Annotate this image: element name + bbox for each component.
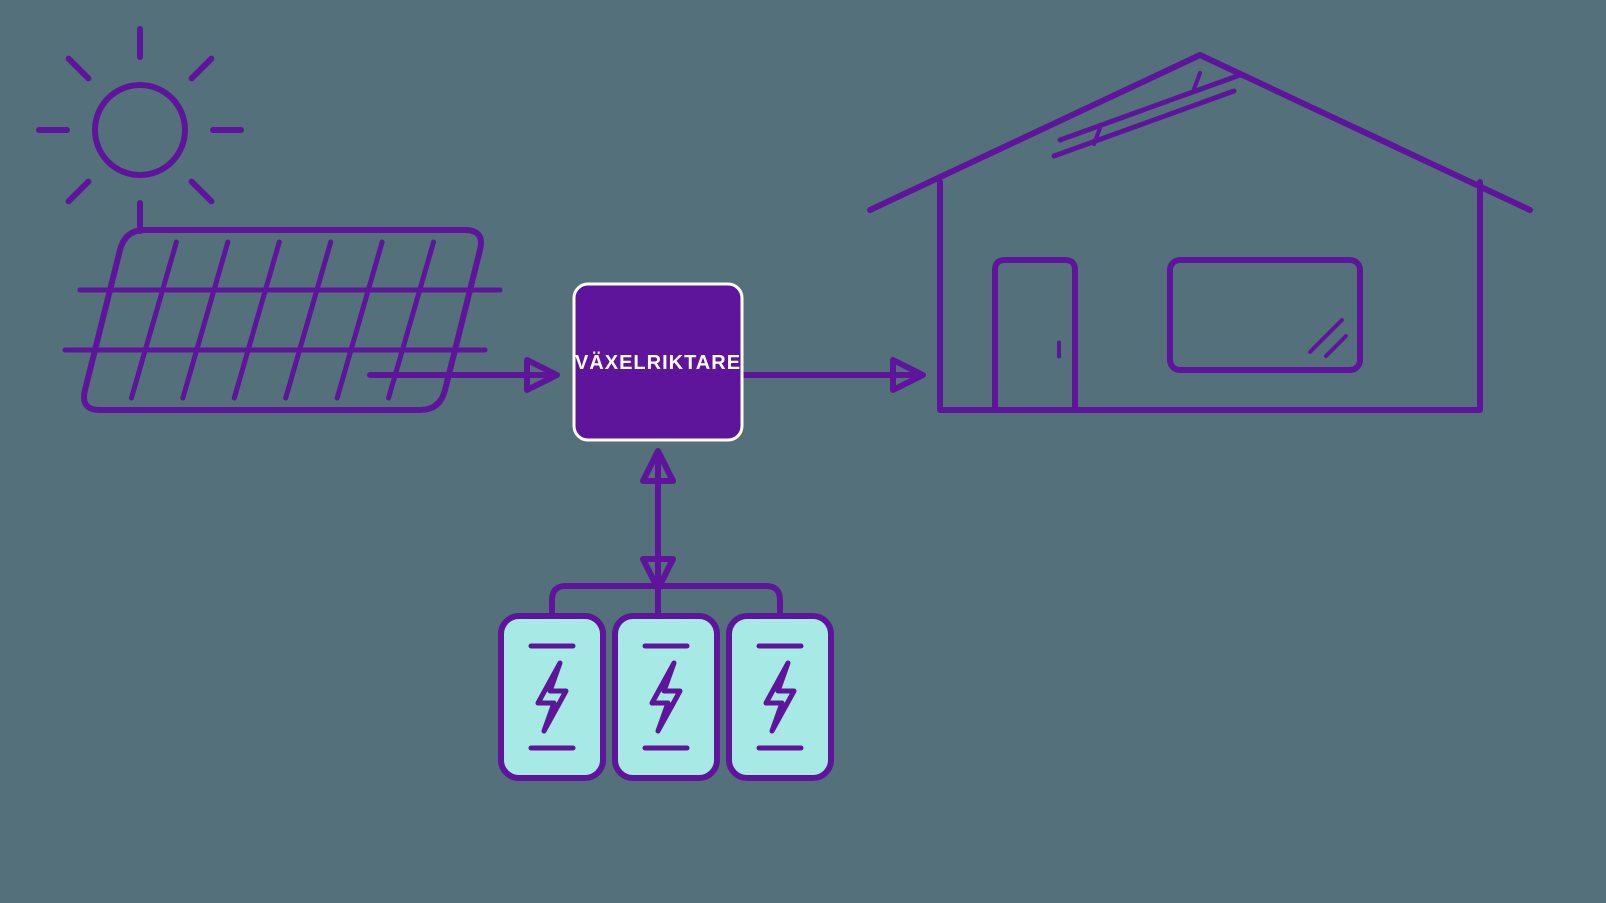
house-icon: [870, 55, 1530, 410]
solar-panel-icon: [65, 230, 500, 410]
inverter-label: VÄXELRIKTARE: [575, 351, 741, 374]
battery-icon: [729, 616, 831, 778]
battery-icon: [501, 616, 603, 778]
battery-icon: [615, 616, 717, 778]
inverter-box: VÄXELRIKTARE: [574, 284, 742, 440]
sun-icon: [39, 29, 241, 231]
battery-bank: [501, 616, 831, 778]
